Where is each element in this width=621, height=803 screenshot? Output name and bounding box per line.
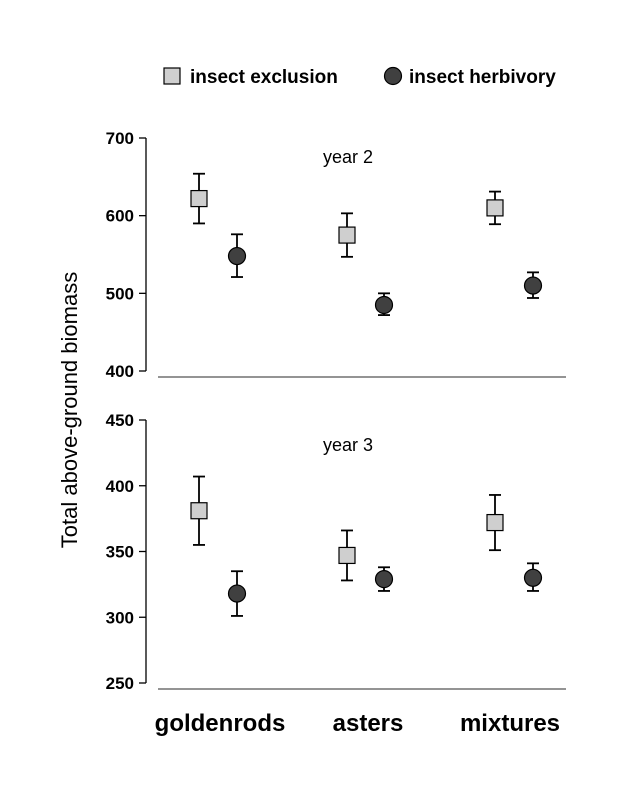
y-tick-label: 400 (106, 477, 134, 496)
category-label-mixtures: mixtures (460, 710, 560, 737)
data-point-circle (227, 584, 247, 603)
legend-square-marker (163, 67, 181, 85)
y-tick-label: 400 (106, 362, 134, 381)
data-point-circle (227, 246, 247, 266)
y-tick-label: 300 (106, 608, 134, 627)
legend: insect exclusion insect herbivory (163, 66, 556, 88)
legend-circle-marker (383, 66, 403, 86)
data-point-circle (374, 570, 394, 589)
data-point-circle (523, 568, 543, 587)
panel-title-year-2: year 2 (323, 147, 373, 167)
data-point-square (486, 513, 504, 532)
panel-year-3: year 3 450 400 350 300 250 (106, 411, 566, 693)
category-label-goldenrods: goldenrods (155, 710, 286, 737)
data-point-square (338, 546, 356, 565)
data-point-circle (374, 295, 394, 315)
data-point-square (338, 226, 356, 244)
legend-label-insect-exclusion: insect exclusion (190, 67, 338, 88)
y-tick-label: 350 (106, 543, 134, 562)
y-tick-label: 700 (106, 129, 134, 148)
data-point-square (190, 189, 208, 208)
category-labels: goldenrods asters mixtures (155, 710, 560, 737)
y-tick-label: 250 (106, 674, 134, 693)
y-axis-label: Total above-ground biomass (57, 272, 82, 548)
data-point-square (486, 199, 504, 217)
data-point-square (190, 502, 208, 520)
y-tick-label: 450 (106, 411, 134, 430)
y-tick-label: 500 (106, 284, 134, 303)
legend-label-insect-herbivory: insect herbivory (409, 67, 556, 88)
panel-title-year-3: year 3 (323, 435, 373, 455)
category-label-asters: asters (333, 710, 404, 737)
data-point-circle (523, 276, 543, 295)
y-tick-label: 600 (106, 207, 134, 226)
panel-year-2: year 2 700 600 500 400 (106, 129, 566, 381)
